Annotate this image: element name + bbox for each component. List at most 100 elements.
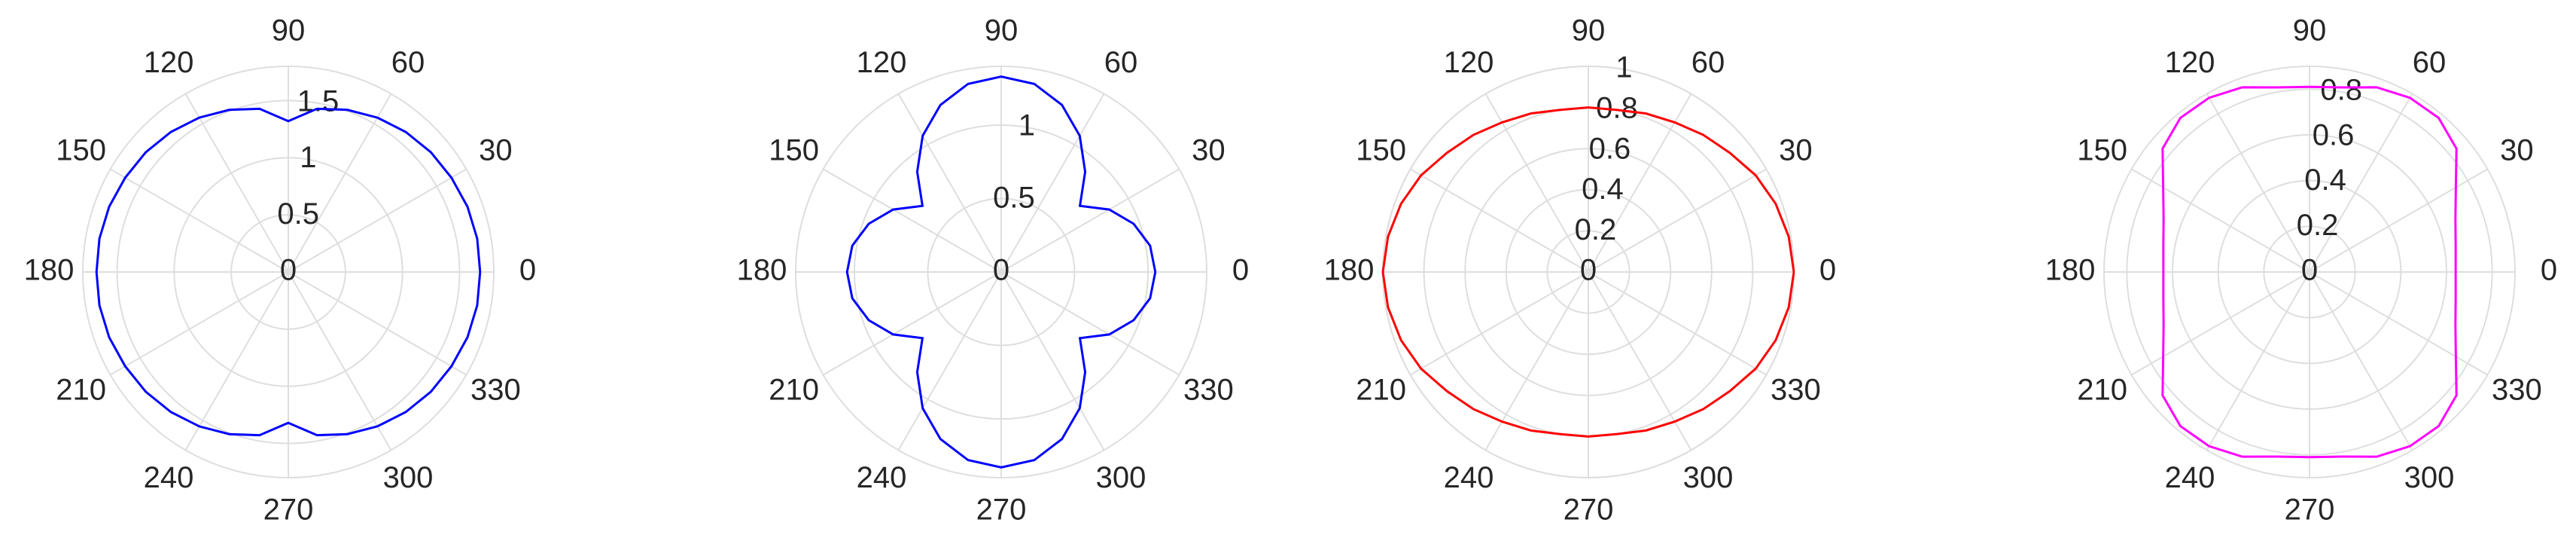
theta-tick-label: 240 — [1444, 461, 1494, 494]
theta-tick-label: 60 — [2413, 46, 2447, 79]
spoke — [1000, 168, 1180, 273]
theta-tick-label: 210 — [769, 374, 819, 407]
theta-tick-label: 240 — [857, 461, 907, 494]
spoke — [2131, 271, 2310, 376]
spoke — [288, 271, 392, 451]
theta-tick-label: 90 — [272, 14, 306, 47]
spoke — [1410, 271, 1589, 376]
r-tick-label: 0.5 — [993, 182, 1035, 215]
spoke — [1588, 93, 1692, 273]
r-tick-label: 0.4 — [2304, 163, 2346, 197]
spoke — [1588, 271, 1767, 376]
spoke — [184, 93, 289, 273]
r-tick-label: 0 — [993, 254, 1009, 287]
curve — [1381, 106, 1795, 438]
grid-circle — [854, 124, 1149, 420]
spoke — [2309, 168, 2488, 273]
r-tick-label: 1.5 — [297, 85, 340, 118]
grid-circle — [2172, 134, 2447, 410]
spoke — [110, 168, 289, 273]
spoke — [2309, 271, 2413, 451]
theta-tick-label: 330 — [470, 374, 521, 407]
grid-circle — [230, 214, 346, 330]
r-tick-label: 0.2 — [1575, 213, 1617, 246]
spoke — [1484, 271, 1589, 451]
theta-tick-label: 300 — [1683, 461, 1734, 494]
theta-tick-label: 60 — [391, 46, 425, 79]
theta-tick-label: 150 — [1356, 134, 1406, 167]
theta-tick-label: 150 — [2077, 134, 2127, 167]
r-tick-label: 0.8 — [2320, 74, 2362, 107]
spoke — [2206, 271, 2310, 451]
spoke — [897, 271, 1002, 451]
grid-circle — [927, 197, 1076, 347]
r-tick-label: 0 — [1580, 254, 1597, 287]
spoke — [1000, 271, 1180, 376]
spoke — [1588, 168, 1767, 273]
theta-tick-label: 120 — [1444, 46, 1494, 79]
grid-circle — [2126, 88, 2493, 456]
theta-tick-label: 30 — [479, 134, 513, 167]
theta-tick-label: 180 — [2045, 254, 2096, 287]
theta-tick-label: 120 — [857, 46, 907, 79]
spoke — [288, 271, 467, 376]
spoke — [1410, 168, 1589, 273]
axis-circle — [2103, 66, 2516, 478]
spoke — [2309, 93, 2413, 273]
axis-circle — [795, 66, 1207, 478]
r-tick-label: 0.4 — [1582, 173, 1624, 206]
theta-tick-label: 330 — [2492, 374, 2542, 407]
theta-tick-label: 270 — [263, 494, 314, 527]
theta-tick-label: 120 — [2165, 46, 2215, 79]
spoke — [288, 93, 392, 273]
theta-tick-label: 180 — [737, 254, 787, 287]
grid-circle — [2263, 225, 2356, 319]
theta-tick-label: 0 — [1232, 254, 1249, 287]
theta-tick-label: 60 — [1104, 46, 1138, 79]
theta-tick-label: 210 — [56, 374, 106, 407]
theta-tick-label: 270 — [2285, 494, 2335, 527]
spoke — [2206, 93, 2310, 273]
theta-tick-label: 330 — [1183, 374, 1234, 407]
spoke — [1484, 93, 1589, 273]
r-tick-label: 0.6 — [2313, 118, 2355, 151]
spoke — [184, 271, 289, 451]
grid-circle — [116, 99, 461, 445]
theta-tick-label: 30 — [1192, 134, 1226, 167]
theta-tick-label: 270 — [976, 494, 1027, 527]
theta-tick-label: 180 — [24, 254, 75, 287]
curve — [95, 107, 482, 437]
theta-tick-label: 0 — [519, 254, 536, 287]
axis-circle — [82, 66, 495, 478]
spoke — [110, 271, 289, 376]
r-tick-label: 0 — [2301, 254, 2318, 287]
theta-tick-label: 300 — [2404, 461, 2455, 494]
theta-tick-label: 300 — [383, 461, 434, 494]
theta-tick-label: 150 — [56, 134, 106, 167]
theta-tick-label: 270 — [1564, 494, 1614, 527]
theta-tick-label: 60 — [1691, 46, 1725, 79]
spoke — [2309, 271, 2488, 376]
r-tick-label: 0 — [280, 254, 297, 287]
theta-tick-label: 30 — [1779, 134, 1813, 167]
r-tick-label: 0.2 — [2297, 209, 2339, 242]
r-tick-label: 1 — [1019, 109, 1035, 142]
theta-tick-label: 30 — [2500, 134, 2534, 167]
curve — [845, 75, 1157, 469]
curve — [2161, 85, 2458, 459]
r-tick-label: 0.6 — [1589, 132, 1631, 165]
theta-tick-label: 210 — [1356, 374, 1406, 407]
r-tick-label: 1 — [1615, 51, 1632, 84]
theta-tick-label: 150 — [769, 134, 819, 167]
spoke — [2131, 168, 2310, 273]
theta-tick-label: 90 — [1572, 14, 1606, 47]
grid-circle — [1505, 188, 1672, 356]
grid-circle — [173, 157, 403, 387]
spoke — [1000, 93, 1105, 273]
grid-circle — [2217, 179, 2402, 365]
spoke — [1000, 271, 1105, 451]
spoke — [823, 168, 1002, 273]
theta-tick-label: 120 — [144, 46, 194, 79]
theta-tick-label: 90 — [2293, 14, 2327, 47]
theta-tick-label: 180 — [1324, 254, 1375, 287]
